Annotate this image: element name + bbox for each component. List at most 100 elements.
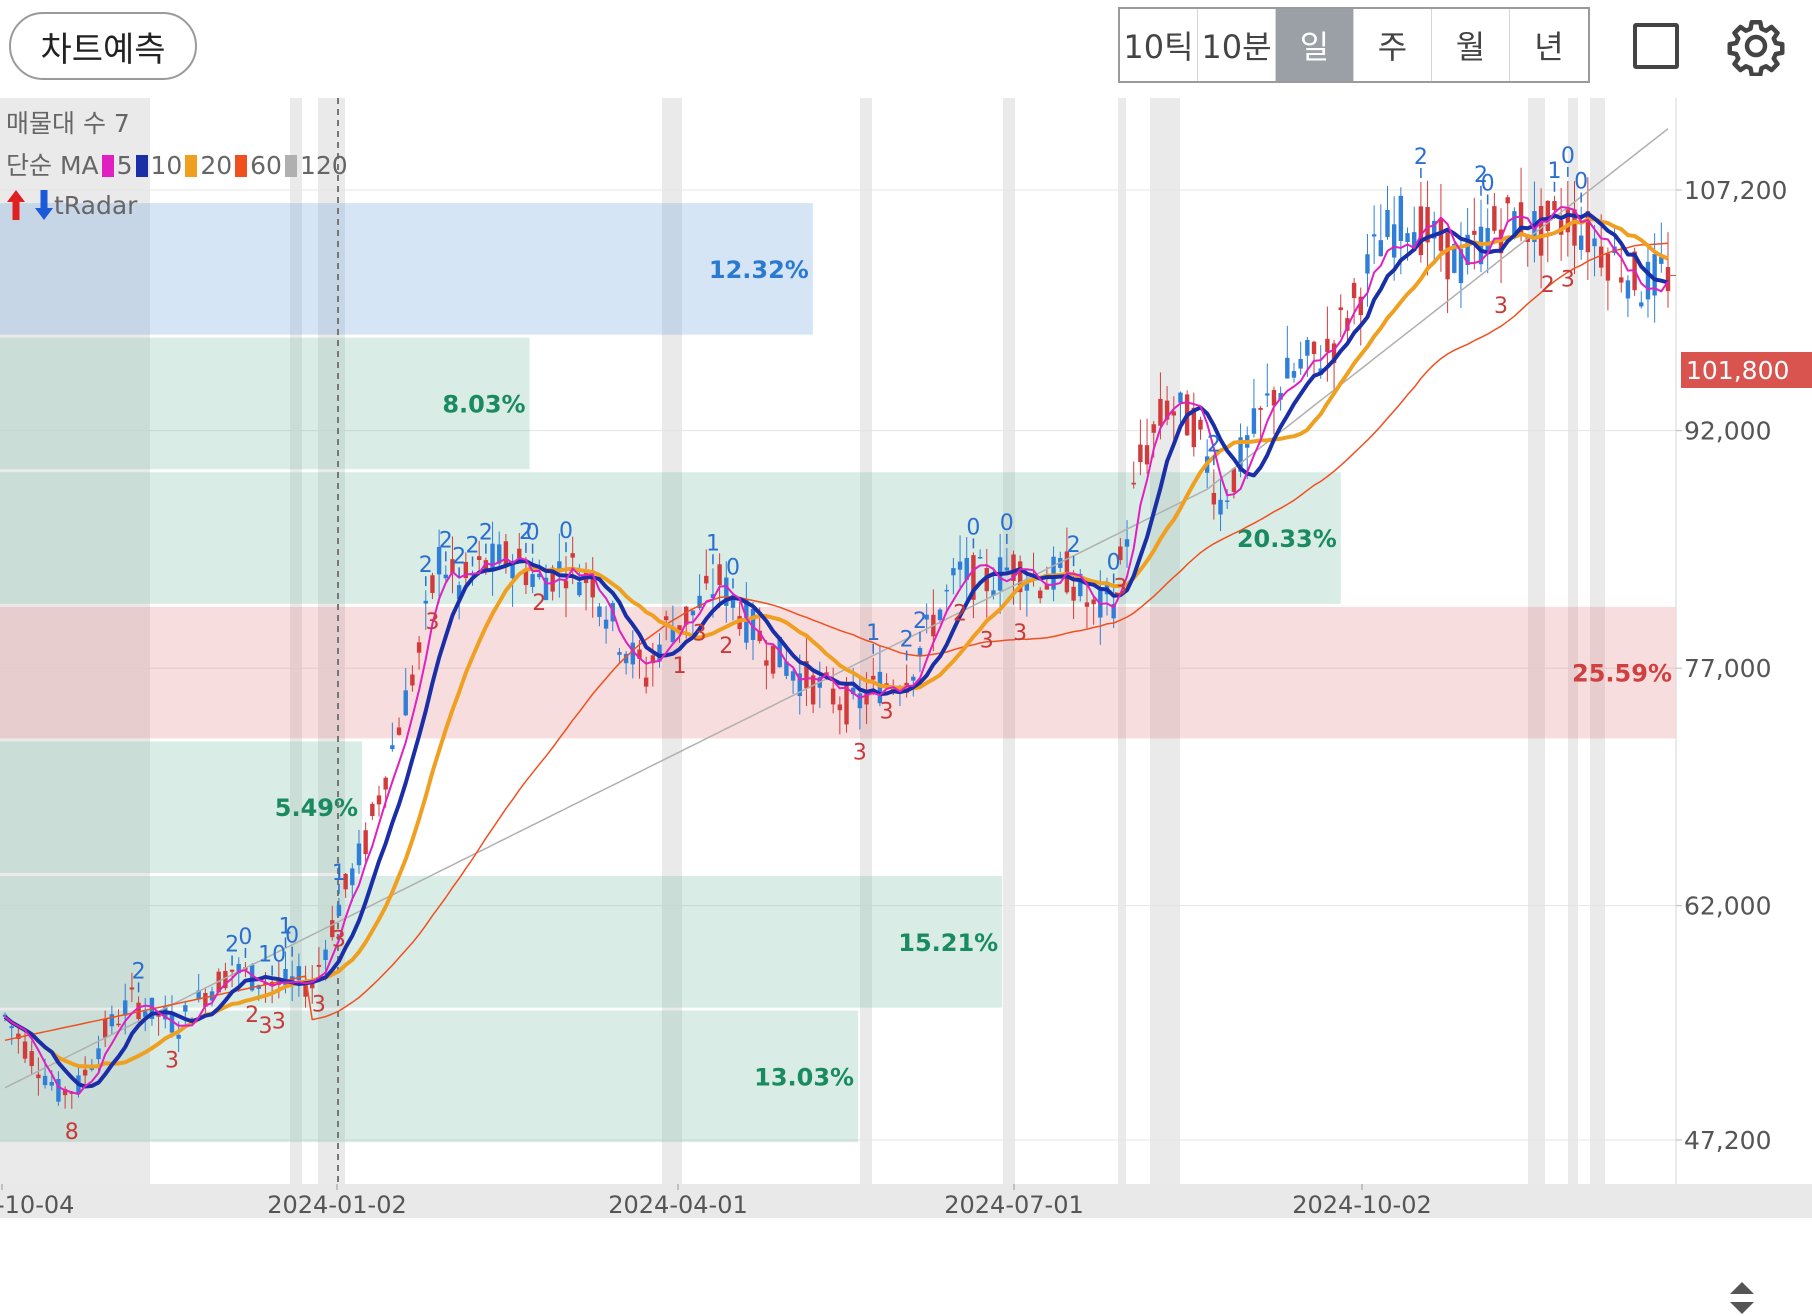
candle-body <box>176 1034 181 1039</box>
candle-body <box>770 645 776 674</box>
candle-body <box>810 675 816 705</box>
signal-mark: 3 <box>980 629 994 654</box>
candle-body <box>684 606 689 625</box>
candle-body <box>757 630 762 642</box>
candle-body <box>1432 220 1437 239</box>
candle-body <box>1038 590 1043 599</box>
candle-body <box>543 577 549 601</box>
period-tab-10min[interactable]: 10분 <box>1198 9 1276 81</box>
candle-body <box>370 803 375 817</box>
candle-body <box>456 585 462 600</box>
toolbar: 차트예측 10틱 10분 일 주 월 년 <box>0 0 1812 96</box>
candle-body <box>196 990 201 1000</box>
candle-body <box>563 580 569 589</box>
candle-body <box>1398 195 1404 242</box>
signal-mark: 2 <box>519 520 533 545</box>
candle-body <box>523 570 529 586</box>
period-tab-week[interactable]: 주 <box>1354 9 1432 81</box>
candle-body <box>1445 232 1450 280</box>
signal-mark: 0 <box>1481 171 1495 196</box>
y-tick-label: 62,000 <box>1684 892 1771 921</box>
candle-body <box>1391 224 1397 258</box>
candle-body <box>430 575 435 593</box>
holiday-band <box>290 98 302 1184</box>
candle-body <box>704 575 709 584</box>
candle-body <box>1171 411 1176 416</box>
holiday-band <box>1590 98 1605 1184</box>
candle-body <box>1011 554 1016 581</box>
ma60-label: 60 <box>250 151 282 180</box>
signal-mark: 2 <box>1541 273 1555 298</box>
volume-profile-legend: 매물대 수 7 <box>6 104 130 140</box>
candle-body <box>410 674 415 686</box>
resize-handle-icon[interactable] <box>1727 1280 1757 1316</box>
candle-body <box>1111 603 1116 619</box>
candle-body <box>597 606 602 617</box>
ma-label: 단순 MA <box>6 151 99 180</box>
candle-body <box>637 649 642 659</box>
holiday-band <box>1150 98 1180 1184</box>
price-chart[interactable]: 12.32% 8.03% 20.33% 25.59% 5.49% 15.21% 13.03%… <box>0 98 1812 1218</box>
square-icon[interactable] <box>1633 23 1679 69</box>
current-price-tag: 101,800 <box>1681 352 1812 388</box>
candle-body <box>223 970 228 989</box>
candle-body <box>1325 338 1330 352</box>
candle-body <box>483 560 489 571</box>
candle-body <box>436 546 442 575</box>
candle-body <box>1251 408 1257 434</box>
candle-body <box>1405 233 1410 242</box>
candle-body <box>884 683 889 685</box>
holiday-band <box>1118 98 1126 1184</box>
candle-body <box>1492 206 1497 231</box>
candle-body <box>917 647 923 656</box>
candle-body <box>1572 209 1577 246</box>
candle-body <box>36 1074 41 1079</box>
candle-body <box>1378 240 1384 257</box>
signal-mark: 2 <box>479 521 493 546</box>
signal-mark: 2 <box>1414 145 1428 170</box>
signal-mark: 2 <box>452 544 466 569</box>
candle-body <box>1345 318 1350 331</box>
candle-body <box>490 543 495 569</box>
signal-mark: 3 <box>425 610 439 635</box>
ma120-label: 120 <box>299 151 348 180</box>
x-tick-label: 2024-01-02 <box>267 1191 406 1218</box>
y-tick-label: 107,200 <box>1684 176 1787 205</box>
gear-icon[interactable] <box>1726 16 1786 76</box>
candle-body <box>764 660 769 666</box>
candle-body <box>123 1000 128 1016</box>
candle-body <box>617 652 622 655</box>
volume-profile-percent: 13.03% <box>754 1063 854 1091</box>
period-tab-year[interactable]: 년 <box>1534 28 1564 66</box>
period-tab-month[interactable]: 월 <box>1432 9 1510 81</box>
candle-body <box>383 777 388 790</box>
candle-body <box>1425 207 1430 243</box>
candle-body <box>1311 341 1317 355</box>
candle-body <box>169 1012 175 1033</box>
signal-mark: 3 <box>853 740 867 765</box>
candle-body <box>350 868 355 886</box>
ma60-swatch <box>235 155 248 177</box>
period-tab-day[interactable]: 일 <box>1276 9 1354 81</box>
ma10-line <box>3 211 1669 1089</box>
period-tab-10tick[interactable]: 10틱 <box>1120 9 1198 81</box>
candle-body <box>236 963 241 974</box>
candle-body <box>390 745 395 750</box>
candle-body <box>864 693 869 705</box>
candle-body <box>1151 424 1156 433</box>
candle-body <box>249 964 255 991</box>
signal-mark: 2 <box>719 634 733 659</box>
candle-body <box>1265 393 1270 396</box>
candle-body <box>16 1033 21 1039</box>
candle-body <box>697 595 702 609</box>
ma20-swatch <box>185 155 198 177</box>
candle-body <box>129 987 135 990</box>
candle-body <box>1565 209 1571 233</box>
candle-body <box>951 568 956 576</box>
chart-predict-button[interactable]: 차트예측 <box>9 12 197 80</box>
candle-body <box>476 556 482 560</box>
holiday-band <box>1568 98 1578 1184</box>
chart-area[interactable]: 12.32% 8.03% 20.33% 25.59% 5.49% 15.21% 13.03%… <box>0 98 1812 1314</box>
candle-body <box>96 1048 101 1060</box>
candle-body <box>323 949 328 961</box>
